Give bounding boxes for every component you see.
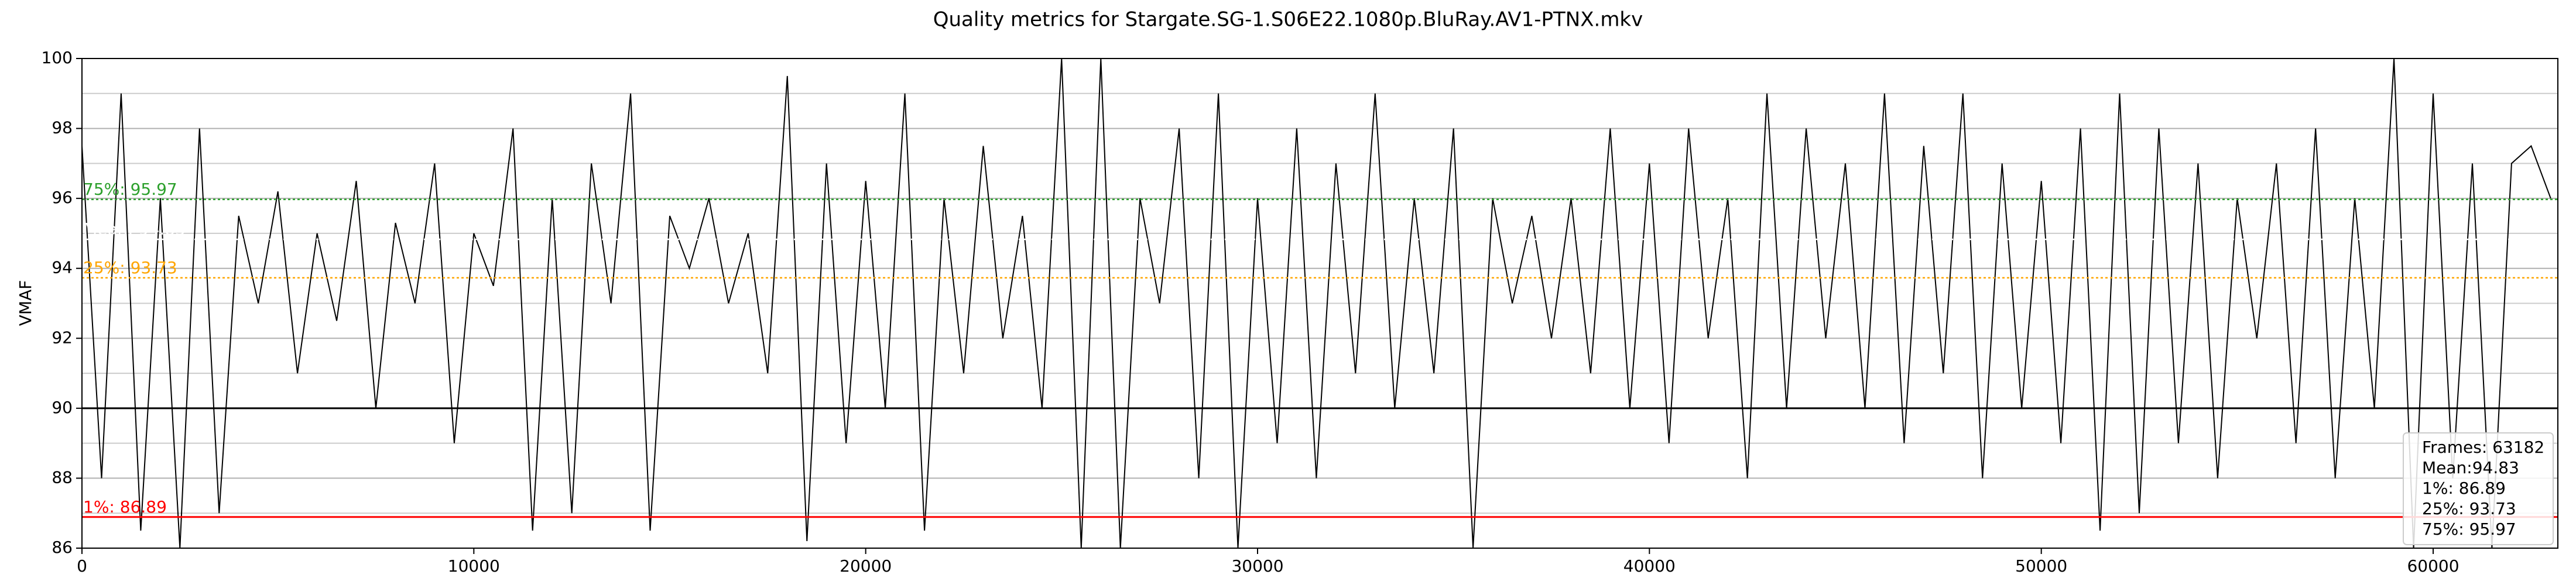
vmaf-line (82, 58, 2551, 548)
y-tick-label: 96 (52, 188, 73, 207)
y-tick-label: 90 (52, 398, 73, 417)
reference-label: 75%: 95.97 (83, 180, 177, 199)
y-tick-label: 92 (52, 328, 73, 347)
x-tick-label: 10000 (448, 556, 500, 576)
x-tick-label: 60000 (2407, 556, 2459, 576)
reference-label: Mean: 94.83 (83, 219, 186, 239)
y-tick-label: 86 (52, 538, 73, 557)
plot-area (82, 58, 2558, 548)
y-axis-label: VMAF (16, 280, 35, 326)
chart-title: Quality metrics for Stargate.SG-1.S06E22… (933, 8, 1643, 32)
x-tick-label: 50000 (2015, 556, 2067, 576)
x-tick-label: 20000 (840, 556, 892, 576)
stats-text: 75%: 95.97 (2422, 519, 2516, 539)
stats-text: Mean:94.83 (2422, 458, 2519, 477)
x-tick-label: 40000 (1623, 556, 1676, 576)
y-tick-label: 94 (52, 258, 73, 277)
stats-text: 25%: 93.73 (2422, 499, 2516, 518)
stats-box (2403, 432, 2554, 545)
reference-label: 1%: 86.89 (83, 497, 167, 517)
x-tick-label: 0 (77, 556, 87, 576)
stats-text: 1%: 86.89 (2422, 479, 2506, 498)
plot-frame (81, 58, 2558, 549)
stats-text: Frames: 63182 (2422, 438, 2544, 457)
x-tick-label: 30000 (1231, 556, 1283, 576)
y-tick-label: 100 (42, 48, 73, 67)
y-tick-label: 98 (52, 118, 73, 137)
y-tick-label: 88 (52, 467, 73, 487)
reference-label: 25%: 93.73 (83, 258, 177, 277)
